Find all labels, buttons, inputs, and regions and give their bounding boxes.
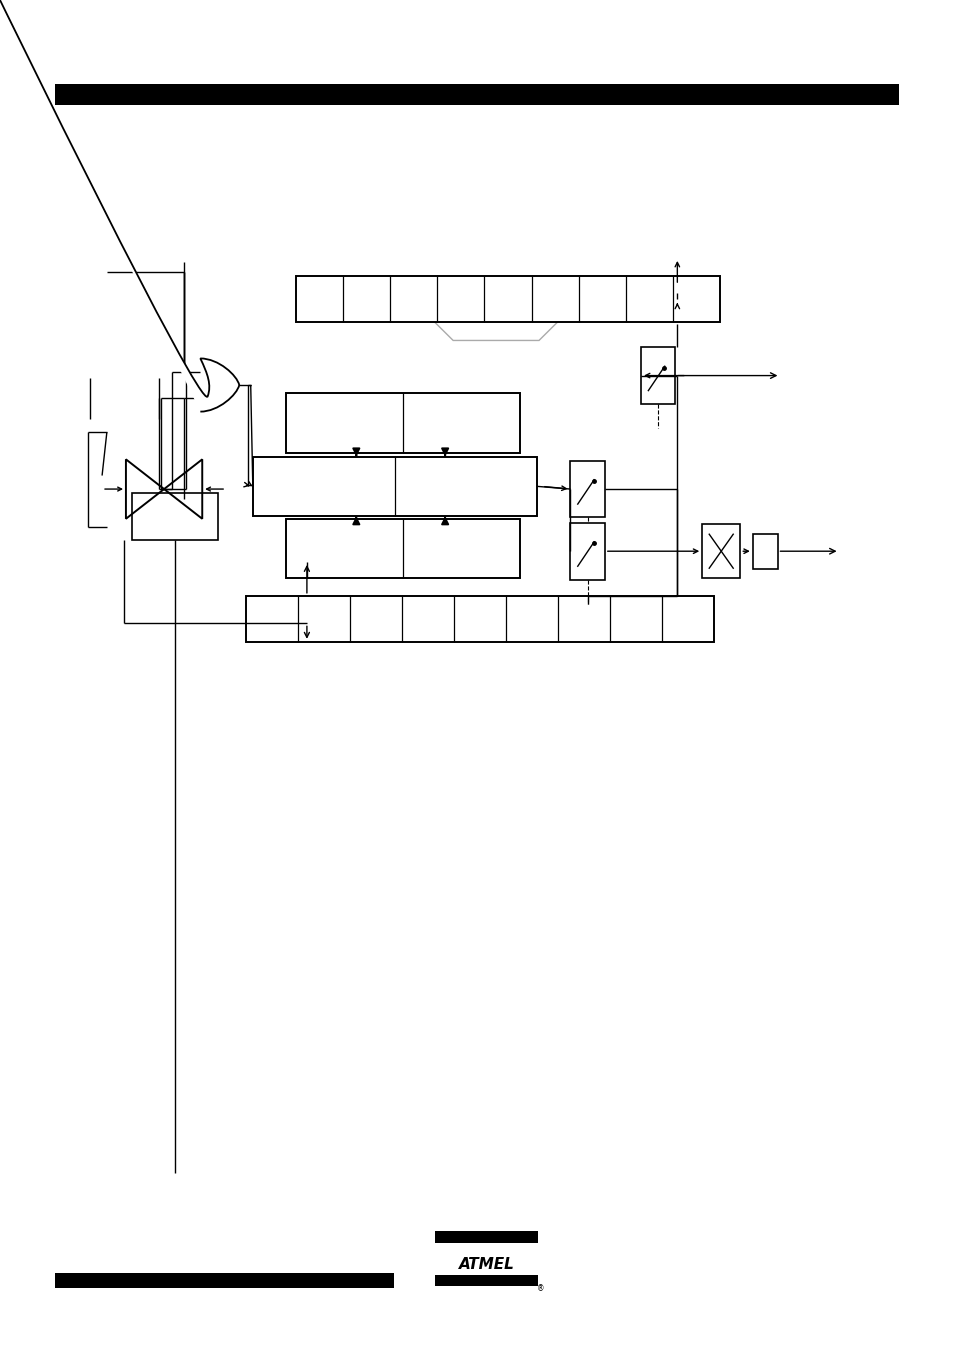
Bar [570, 523, 604, 580]
Bar [295, 276, 720, 322]
Bar [701, 524, 740, 578]
Bar [286, 519, 519, 578]
Bar [435, 1275, 537, 1286]
Text: ®: ® [537, 1285, 544, 1293]
Bar [752, 534, 777, 569]
Bar [640, 347, 675, 404]
Bar [132, 493, 217, 540]
PathPatch shape [0, 358, 239, 1351]
Bar [253, 457, 537, 516]
Bar [246, 596, 713, 642]
Bar [286, 393, 519, 453]
Bar [570, 461, 604, 517]
Bar [55, 84, 898, 105]
Bar [55, 1273, 394, 1288]
Bar [435, 1231, 537, 1243]
Text: ATMEL: ATMEL [458, 1256, 514, 1273]
